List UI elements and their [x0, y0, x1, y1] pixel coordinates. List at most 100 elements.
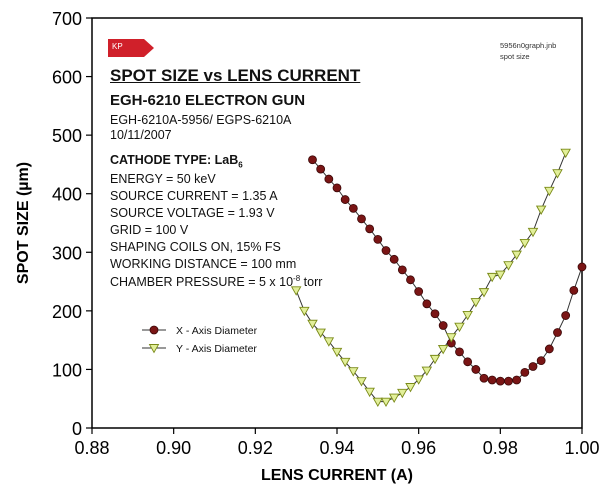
legend-y-label: Y - Axis Diameter — [176, 343, 257, 355]
y-diameter-point — [323, 337, 335, 347]
y-diameter-point — [380, 397, 392, 408]
info-pressure-exp: -8 — [293, 274, 301, 283]
y-tick-label: 700 — [52, 9, 82, 29]
y-tick-label: 300 — [52, 243, 82, 263]
legend-y-marker — [148, 344, 160, 354]
y-tick-label: 200 — [52, 302, 82, 322]
x-diameter-point — [430, 309, 440, 319]
x-diameter-point — [365, 224, 375, 234]
info-shaping-coils: SHAPING COILS ON, 15% FS — [110, 240, 281, 254]
y-diameter-point — [348, 367, 359, 377]
kp-badge-label: KP — [112, 42, 123, 51]
x-diameter-point — [357, 214, 366, 224]
x-diameter-point — [520, 367, 530, 377]
y-tick-label: 600 — [52, 68, 82, 88]
x-diameter-point — [340, 195, 350, 204]
y-diameter-point — [405, 383, 416, 393]
y-diameter-point — [527, 227, 539, 238]
x-tick-label: 0.98 — [483, 438, 518, 458]
y-diameter-point — [519, 238, 531, 249]
y-tick-label: 0 — [72, 419, 82, 439]
file-note: 5956n0graph.jnb — [500, 41, 557, 50]
x-tick-label: 0.90 — [156, 438, 191, 458]
y-diameter-point — [470, 298, 482, 308]
legend-x-label: X - Axis Diameter — [176, 325, 258, 337]
y-diameter-point — [544, 186, 555, 197]
y-diameter-point — [446, 333, 457, 343]
x-diameter-point — [569, 285, 579, 295]
y-diameter-point — [552, 169, 563, 179]
info-date: 10/11/2007 — [110, 128, 172, 142]
y-diameter-point — [511, 250, 522, 261]
x-tick-label: 0.94 — [319, 438, 354, 458]
x-diameter-point — [389, 254, 399, 264]
x-diameter-point — [455, 347, 464, 357]
info-source-current: SOURCE CURRENT = 1.35 A — [110, 189, 278, 203]
y-diameter-point — [331, 347, 343, 358]
x-diameter-point — [373, 234, 383, 244]
file-note-sub: spot size — [500, 52, 530, 61]
x-diameter-point — [553, 328, 562, 337]
info-model: EGH-6210A-5956/ EGPS-6210A — [110, 113, 292, 127]
info-energy: ENERGY = 50 keV — [110, 172, 216, 186]
legend: X - Axis Diameter Y - Axis Diameter — [142, 325, 258, 355]
x-diameter-point — [397, 265, 407, 275]
y-axis-label: SPOT SIZE (µm) — [15, 162, 32, 284]
info-source-voltage: SOURCE VOLTAGE = 1.93 V — [110, 206, 275, 220]
x-diameter-point — [463, 357, 473, 367]
x-diameter-point — [438, 321, 448, 330]
y-tick-label: 500 — [52, 126, 82, 146]
y-tick-label: 400 — [52, 185, 82, 205]
info-cathode-text: CATHODE TYPE: LaB — [110, 153, 239, 167]
x-diameter-point — [536, 356, 546, 366]
y-diameter-point — [478, 288, 490, 298]
x-diameter-point — [471, 365, 481, 374]
info-pressure-text: CHAMBER PRESSURE = 5 x 10 — [110, 275, 294, 290]
y-diameter-point — [560, 148, 571, 159]
x-diameter-point — [577, 262, 587, 272]
x-diameter-point — [316, 164, 326, 174]
y-diameter-point — [437, 344, 449, 355]
x-diameter-point — [544, 344, 554, 354]
series-line-x-axis-diameter — [312, 159, 583, 382]
x-diameter-point — [414, 287, 424, 296]
y-diameter-point — [290, 286, 302, 296]
info-cathode-sub: 6 — [238, 160, 243, 170]
info-subtitle: EGH-6210 ELECTRON GUN — [110, 92, 306, 109]
x-diameter-point — [348, 203, 358, 213]
series-points — [290, 148, 587, 408]
x-diameter-point — [561, 311, 571, 320]
x-tick-label: 0.96 — [401, 438, 436, 458]
info-pressure-unit: torr — [300, 275, 323, 290]
x-axis-ticks: 0.88 0.90 0.92 0.94 0.96 0.98 1.00 — [74, 428, 599, 458]
y-diameter-point — [535, 205, 547, 215]
legend-x-marker — [149, 325, 159, 335]
x-diameter-point — [381, 246, 391, 255]
y-diameter-point — [315, 328, 326, 338]
x-tick-label: 1.00 — [564, 438, 599, 458]
y-diameter-point — [421, 366, 433, 377]
y-diameter-point — [495, 270, 506, 280]
x-diameter-point — [308, 155, 317, 165]
y-diameter-point — [364, 387, 375, 398]
y-diameter-point — [372, 397, 384, 408]
x-diameter-point — [487, 375, 497, 385]
x-tick-label: 0.88 — [74, 438, 109, 458]
x-axis-label: LENS CURRENT (A) — [261, 467, 413, 484]
info-grid: GRID = 100 V — [110, 223, 189, 237]
x-diameter-point — [406, 275, 415, 285]
y-diameter-point — [299, 306, 310, 317]
info-title: SPOT SIZE vs LENS CURRENT — [110, 66, 361, 85]
y-diameter-point — [388, 393, 400, 403]
kp-badge-icon — [108, 39, 154, 57]
x-diameter-point — [324, 174, 334, 184]
info-chamber-pressure: CHAMBER PRESSURE = 5 x 10-8 torr — [110, 274, 322, 289]
y-tick-label: 100 — [52, 360, 82, 380]
y-diameter-point — [454, 322, 465, 333]
y-diameter-point — [486, 272, 498, 283]
x-diameter-point — [479, 373, 489, 383]
y-diameter-point — [462, 311, 473, 321]
y-diameter-point — [503, 261, 514, 271]
y-diameter-point — [397, 388, 408, 399]
